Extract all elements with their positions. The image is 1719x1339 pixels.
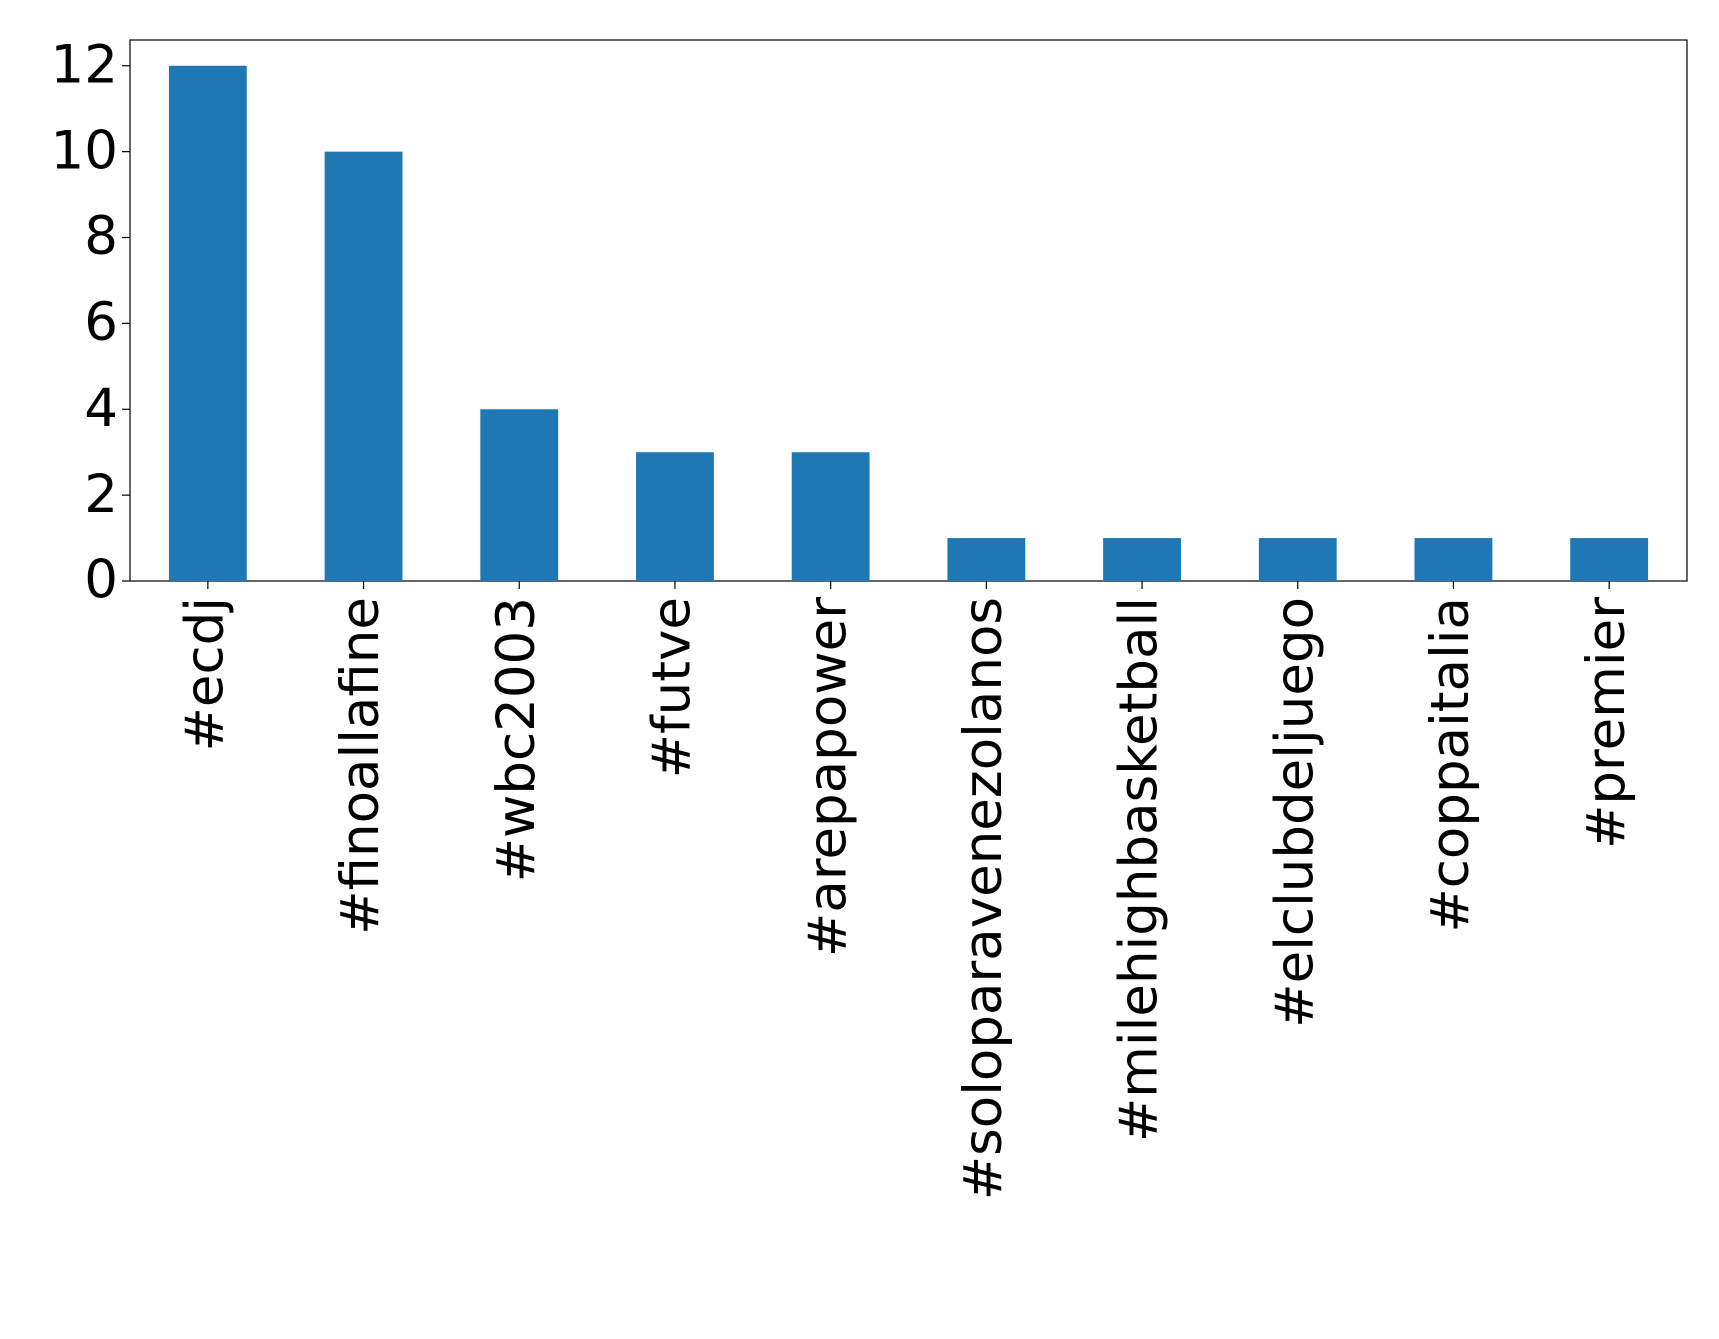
bar xyxy=(947,538,1026,581)
x-tick-label: #ecdj xyxy=(174,597,235,752)
x-tick-label: #futve xyxy=(642,597,703,778)
x-tick-label: #finoallafine xyxy=(330,597,391,935)
y-tick-label: 2 xyxy=(84,464,118,525)
bar xyxy=(1258,538,1337,581)
x-tick-label: #arepapower xyxy=(797,597,858,957)
x-tick-label: #milehighbasketball xyxy=(1109,597,1170,1142)
x-tick-label: #coppaitalia xyxy=(1420,597,1481,933)
y-tick-label: 6 xyxy=(84,292,118,353)
bar xyxy=(1103,538,1181,581)
y-tick-label: 12 xyxy=(51,34,118,95)
bar xyxy=(1414,538,1493,581)
bar xyxy=(636,452,714,581)
x-tick-label: #soloparavenezolanos xyxy=(953,597,1014,1200)
x-tick-label: #wbc2003 xyxy=(486,597,547,882)
bar xyxy=(791,452,870,581)
y-tick-label: 10 xyxy=(51,120,118,181)
x-tick-label: #premier xyxy=(1576,597,1637,849)
y-tick-label: 8 xyxy=(84,206,118,267)
bar xyxy=(1570,538,1649,581)
bar xyxy=(324,151,403,581)
bar xyxy=(168,65,247,581)
y-tick-label: 0 xyxy=(84,550,118,611)
bar xyxy=(480,409,559,581)
plot-frame xyxy=(129,39,1688,582)
x-tick-label: #elclubdeljuego xyxy=(1264,597,1325,1028)
y-tick-label: 4 xyxy=(84,378,118,439)
